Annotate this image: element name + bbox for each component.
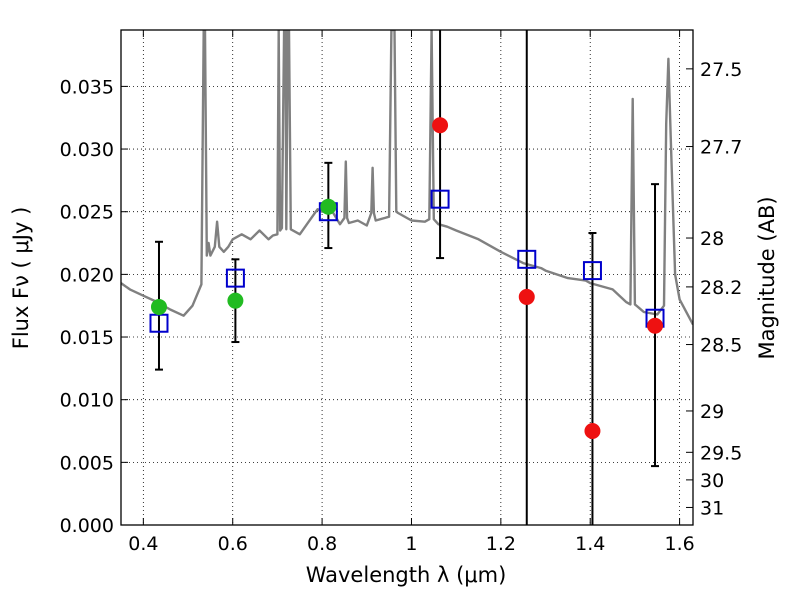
y-tick-label: 0.025 — [60, 202, 114, 224]
spectrum-line — [121, 30, 693, 326]
y2-tick-label: 28.5 — [700, 335, 742, 357]
y2-tick-label: 31 — [700, 497, 724, 519]
observed-flux-point-red — [584, 423, 601, 440]
grid — [121, 30, 693, 526]
model-flux-square — [225, 268, 245, 288]
y-tick-label: 0.030 — [60, 139, 114, 161]
y-tick-label: 0.020 — [60, 264, 114, 286]
y-axis-label: Flux Fν ( μJy ) — [9, 207, 33, 350]
observed-flux-point-red — [647, 317, 664, 334]
x-tick-label: 0.4 — [128, 533, 158, 555]
observed-flux-point-green — [320, 198, 337, 215]
plot-area — [121, 30, 693, 525]
model-flux-square — [517, 249, 537, 269]
y-tick-label: 0.005 — [60, 452, 114, 474]
y2-tick-label: 29.5 — [700, 442, 742, 464]
y2-tick-label: 28 — [700, 228, 724, 250]
observed-flux-point-green — [227, 292, 244, 309]
x-tick-label: 1.4 — [575, 533, 605, 555]
model-flux-square — [582, 261, 602, 281]
y2-tick-label: 29 — [700, 401, 724, 423]
plot-frame — [120, 29, 694, 526]
y-tick-label: 0.035 — [60, 76, 114, 98]
x-tick-label: 1 — [405, 533, 417, 555]
y-tick-label: 0.000 — [60, 515, 114, 537]
y2-tick-label: 28.2 — [700, 277, 742, 299]
observed-flux-point-green — [150, 298, 167, 315]
observed-flux-point-red — [518, 288, 535, 305]
x-tick-label: 1.6 — [664, 533, 694, 555]
y-tick-label: 0.015 — [60, 327, 114, 349]
x-tick-label: 1.2 — [486, 533, 516, 555]
x-tick-label: 0.6 — [218, 533, 248, 555]
observed-flux-point-red — [432, 117, 449, 134]
y2-tick-label: 27.5 — [700, 59, 742, 81]
model-flux-square — [430, 189, 450, 209]
y-tick-label: 0.010 — [60, 390, 114, 412]
x-tick-label: 0.8 — [307, 533, 337, 555]
x-axis-label: Wavelength λ (μm) — [306, 563, 507, 587]
y2-axis-label: Magnitude (AB) — [755, 196, 779, 359]
axes: 0.4 0.6 0.8 1 1.2 1.4 1.6 0.000 0.005 0.010 0.015 0… — [60, 29, 742, 555]
y2-tick-label: 30 — [700, 470, 724, 492]
y2-tick-label: 27.7 — [700, 137, 742, 159]
